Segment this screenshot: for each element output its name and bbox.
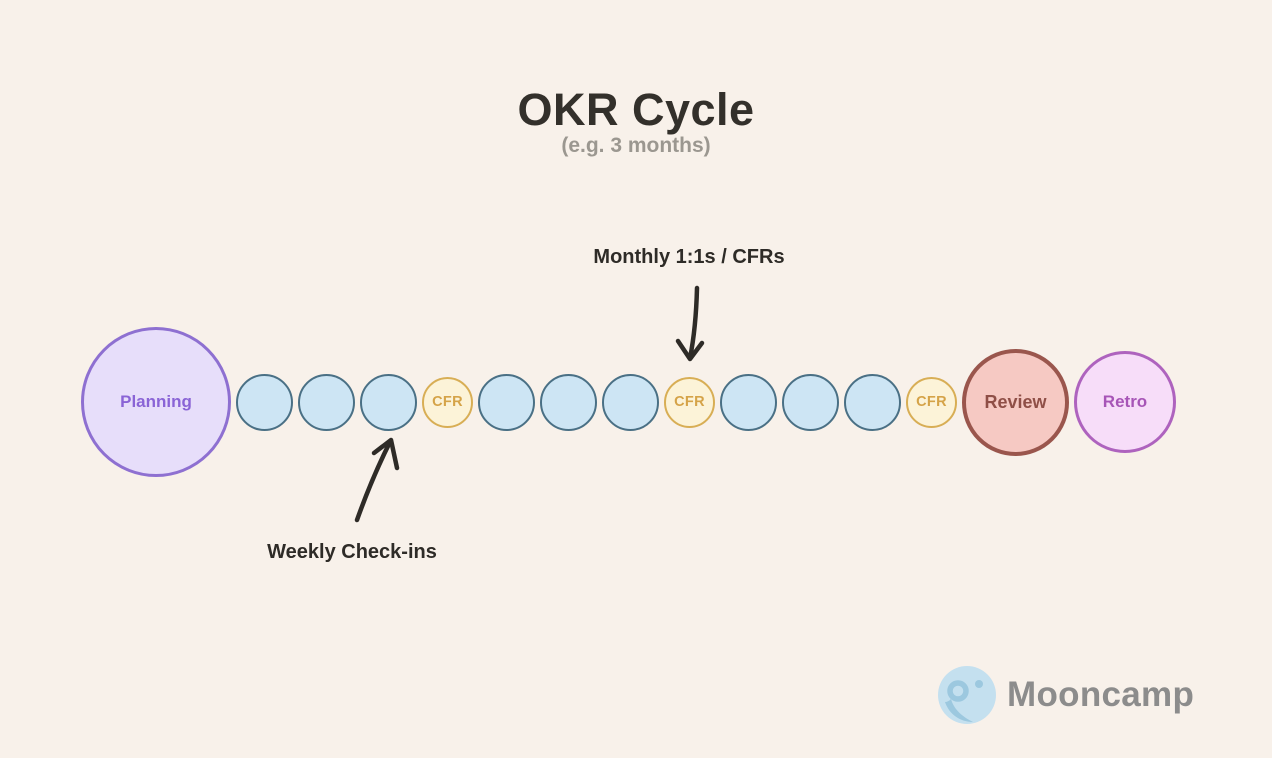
mooncamp-logo: Mooncamp bbox=[938, 666, 1194, 724]
review-label: Review bbox=[984, 391, 1047, 412]
week-circle bbox=[720, 373, 777, 431]
week-circle bbox=[844, 373, 901, 431]
week-circle bbox=[298, 373, 355, 431]
week-circle bbox=[360, 373, 417, 431]
page-subtitle: (e.g. 3 months) bbox=[561, 134, 711, 157]
cfr-circle: CFR bbox=[422, 376, 473, 428]
annotation-monthly-cfrs: Monthly 1:1s / CFRs bbox=[593, 246, 785, 268]
week-circle bbox=[782, 373, 839, 431]
retro-circle: Retro bbox=[1074, 351, 1176, 453]
planning-label: Planning bbox=[120, 392, 192, 411]
week-circle bbox=[478, 373, 535, 431]
review-circle: Review bbox=[962, 348, 1069, 456]
moon-icon bbox=[938, 666, 996, 724]
retro-label: Retro bbox=[1102, 392, 1148, 411]
week-circle bbox=[236, 373, 293, 431]
cfr-circle: CFR bbox=[906, 376, 957, 428]
cfr-label: CFR bbox=[674, 394, 705, 410]
mooncamp-wordmark: Mooncamp bbox=[1007, 675, 1195, 714]
cfr-label: CFR bbox=[432, 394, 463, 410]
page-title: OKR Cycle bbox=[517, 84, 755, 136]
cycle-sequence: Planning CFR CFR CFR Review Retro bbox=[81, 327, 1176, 477]
week-circle bbox=[602, 373, 659, 431]
annotation-weekly-checkins: Weekly Check-ins bbox=[267, 541, 437, 563]
week-circle bbox=[540, 373, 597, 431]
planning-circle: Planning bbox=[81, 327, 231, 477]
cfr-circle: CFR bbox=[664, 376, 715, 428]
cfr-label: CFR bbox=[916, 394, 947, 410]
